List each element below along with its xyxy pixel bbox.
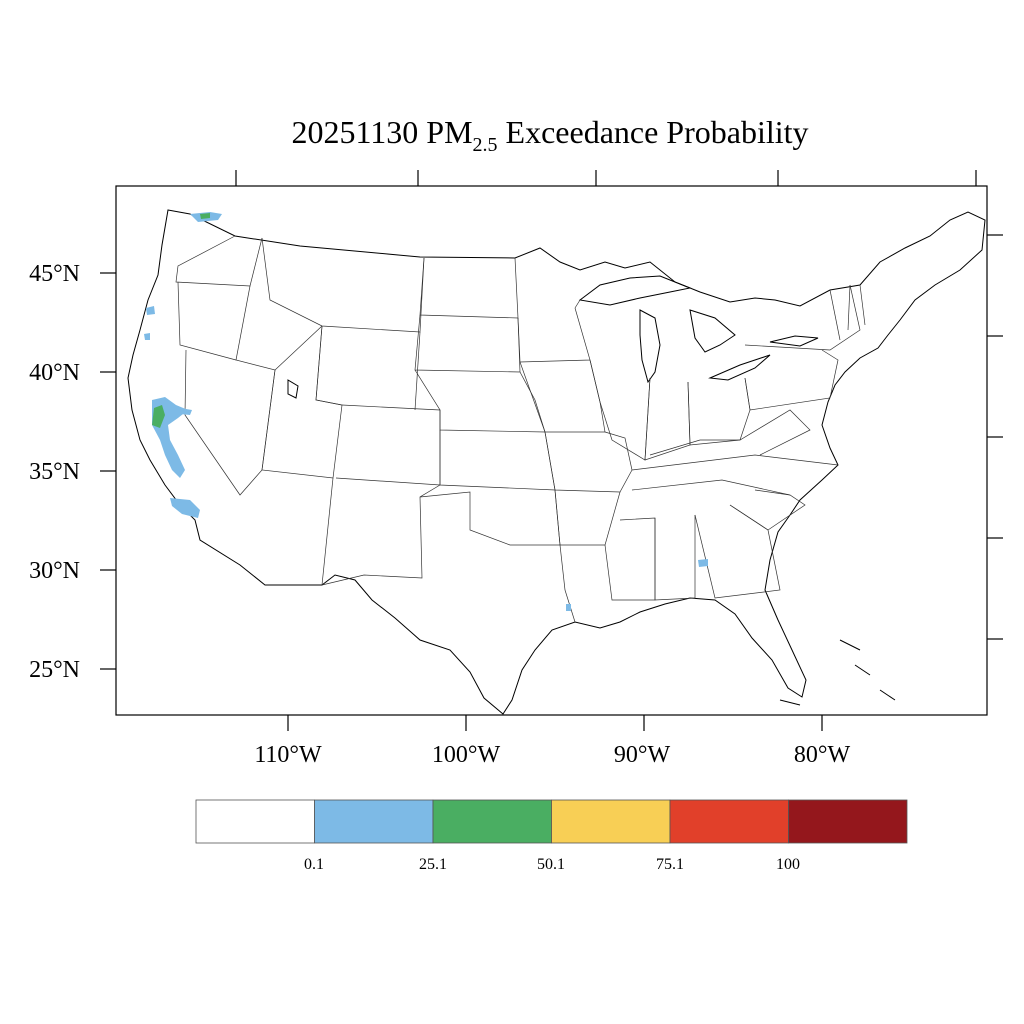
colorbar-swatch [551, 799, 671, 844]
colorbar-swatch [432, 799, 552, 844]
lake-michigan [639, 309, 661, 384]
contour-oregon [144, 306, 155, 340]
lat-label: 40°N [29, 360, 80, 386]
lake-superior [578, 275, 692, 306]
great-salt-lake [287, 379, 299, 399]
title-rest: Exceedance Probability [498, 114, 809, 150]
colorbar-swatch [669, 799, 789, 844]
colorbar-label: 25.1 [419, 856, 447, 873]
lake-huron [689, 309, 736, 353]
axis-ticks [100, 170, 1003, 731]
colorbar-label: 100 [776, 856, 800, 873]
lake-ontario [769, 335, 819, 347]
contour-georgia [698, 559, 708, 567]
map-panel: 45°N 40°N 35°N 30°N 25°N 110°W 100°W 90°… [29, 170, 1003, 768]
lon-label: 100°W [432, 742, 501, 768]
title-subscript: 2.5 [473, 134, 498, 156]
contour-wa-green [200, 213, 210, 219]
colorbar-label: 75.1 [656, 856, 684, 873]
state-boundaries [175, 235, 866, 623]
bahamas [839, 639, 896, 701]
lat-label: 45°N [29, 261, 80, 287]
florida-keys [779, 699, 801, 706]
contour-ca-east [180, 408, 192, 415]
longitude-labels: 110°W 100°W 90°W 80°W [254, 742, 850, 768]
colorbar-label: 50.1 [537, 856, 565, 873]
colorbar-boxes [195, 799, 908, 844]
colorbar-swatch [195, 799, 315, 844]
lake-erie [708, 354, 771, 381]
contour-texas [566, 604, 571, 611]
lon-label: 110°W [254, 742, 322, 768]
title-date: 20251130 [291, 114, 418, 150]
lat-label: 25°N [29, 657, 80, 683]
map-title: 20251130 PM2.5 Exceedance Probability [291, 114, 808, 156]
colorbar-label: 0.1 [304, 856, 324, 873]
contour-ca-green [152, 405, 165, 428]
colorbar-swatch [314, 799, 434, 844]
us-outline [127, 209, 986, 715]
lon-label: 90°W [614, 742, 671, 768]
probability-contours [144, 212, 708, 611]
contour-socal [170, 498, 200, 518]
latitude-labels: 45°N 40°N 35°N 30°N 25°N [29, 261, 80, 683]
colorbar: 0.1 25.1 50.1 75.1 100 [195, 799, 908, 873]
lat-label: 30°N [29, 558, 80, 584]
lat-label: 35°N [29, 459, 80, 485]
map-frame [115, 185, 988, 716]
title-pm: PM [426, 114, 472, 150]
lon-label: 80°W [794, 742, 851, 768]
colorbar-swatch [788, 799, 908, 844]
